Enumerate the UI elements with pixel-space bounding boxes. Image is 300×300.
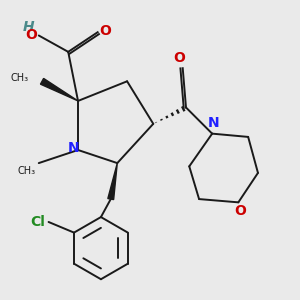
Text: H: H (22, 20, 34, 34)
Text: O: O (99, 24, 111, 38)
Text: O: O (173, 51, 185, 65)
Polygon shape (108, 163, 117, 200)
Text: O: O (25, 28, 37, 43)
Text: N: N (67, 141, 79, 155)
Polygon shape (40, 78, 78, 101)
Text: N: N (208, 116, 220, 130)
Text: Cl: Cl (30, 215, 45, 229)
Text: CH₃: CH₃ (11, 73, 29, 83)
Text: O: O (234, 204, 246, 218)
Text: CH₃: CH₃ (17, 167, 35, 176)
